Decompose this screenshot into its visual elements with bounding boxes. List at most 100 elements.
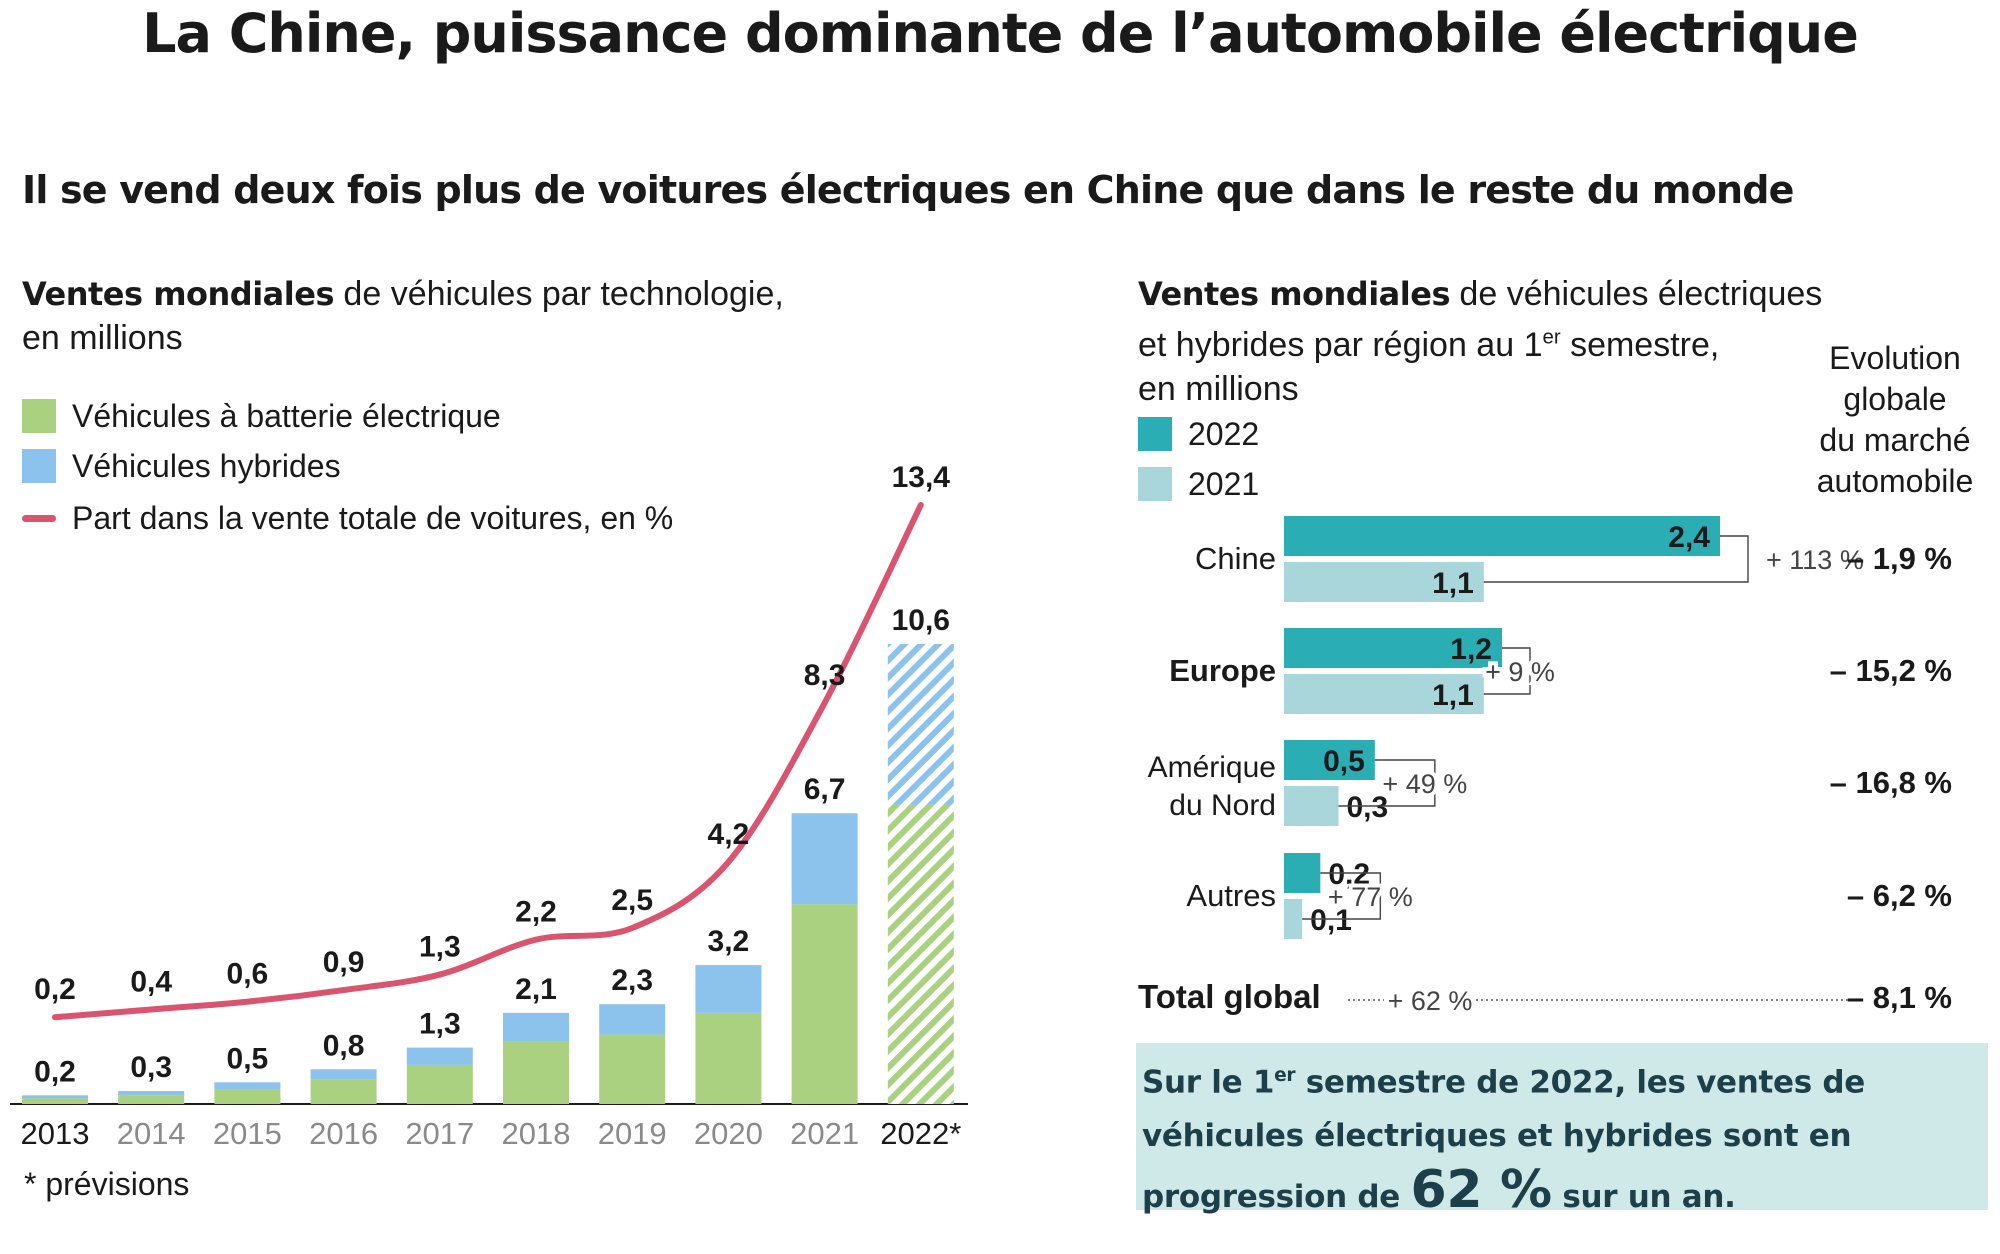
bar-2021 (1284, 674, 1484, 714)
bar-total-label: 2,1 (515, 973, 557, 1006)
legend-item-hybrid: Véhicules hybrides (22, 446, 673, 486)
market-evolution-value: – 6,2 % (1847, 878, 1952, 913)
x-tick-label: 2014 (117, 1116, 186, 1151)
x-tick-label: 2019 (598, 1116, 667, 1151)
callout-text: Sur le 1er semestre de 2022, les ventes … (1142, 1064, 1866, 1221)
market-evolution-value: – 15,2 % (1830, 653, 1952, 688)
x-tick-label: 2013 (21, 1116, 90, 1151)
bar-bev (503, 1041, 569, 1104)
footnote: * prévisions (24, 1166, 190, 1202)
total-label: Total global (1138, 978, 1321, 1015)
category-label: Europe (1169, 653, 1276, 688)
bar-total-label: 6,7 (804, 773, 846, 806)
share-point-label: 0,2 (34, 973, 76, 1006)
bar-total-label: 0,3 (130, 1051, 172, 1084)
right-chart-legend: 2022 2021 (1138, 414, 1259, 504)
left-chart-heading-rest: de véhicules par technologie, (333, 275, 784, 313)
growth-label: + 49 % (1382, 769, 1467, 799)
bar-hybrid (310, 1069, 377, 1080)
market-evolution-value: – 1,9 % (1847, 541, 1952, 576)
bar-hybrid (406, 1047, 473, 1065)
legend-item-share: Part dans la vente totale de voitures, e… (22, 498, 673, 538)
x-tick-label: 2022* (880, 1116, 961, 1151)
legend-item-bev: Véhicules à batterie électrique (22, 396, 673, 436)
bar-total-label: 0,8 (323, 1029, 365, 1062)
bar-2022-value: 2,4 (1668, 521, 1710, 554)
bar-hybrid (503, 1012, 569, 1042)
legend-label-2022: 2022 (1188, 415, 1260, 452)
x-tick-label: 2017 (405, 1116, 474, 1151)
legend-label-bev: Véhicules à batterie électrique (72, 397, 501, 434)
bar-2022 (1284, 740, 1375, 780)
category-label: Chine (1195, 541, 1276, 576)
left-chart: 0,2 2013 0,3 2014 0,5 2015 0,8 2016 1,3 2017 2,1 20… (10, 461, 968, 1151)
growth-label: + 77 % (1328, 882, 1413, 912)
x-tick-label: 2015 (213, 1116, 282, 1151)
bar-total-label: 0,5 (227, 1042, 269, 1075)
bar-total-label: 1,3 (419, 1008, 461, 1041)
bar-total-label: 10,6 (892, 604, 950, 637)
legend-item-2021: 2021 (1138, 464, 1259, 504)
legend-swatch-2022 (1138, 417, 1172, 451)
category-label: Autres (1186, 878, 1276, 913)
legend-swatch-2021 (1138, 467, 1172, 501)
bar-hybrid (791, 813, 858, 905)
callout-highlight: 62 % (1410, 1160, 1552, 1221)
right-chart-heading-bold: Ventes mondiales (1138, 275, 1450, 313)
category-label: du Nord (1169, 789, 1276, 822)
bar-hybrid (118, 1090, 185, 1096)
bar-hybrid (599, 1004, 666, 1035)
total-evolution: – 8,1 % (1847, 980, 1952, 1015)
right-chart-heading-rest: de véhicules électriques (1449, 275, 1823, 313)
legend-item-2022: 2022 (1138, 414, 1259, 454)
bar-2022 (1284, 853, 1321, 893)
legend-label-hybrid: Véhicules hybrides (72, 447, 341, 484)
bar-bev (887, 804, 954, 1104)
bar-hybrid (887, 644, 954, 805)
share-point-label: 0,4 (130, 965, 172, 998)
bar-bev (214, 1089, 281, 1104)
x-tick-label: 2018 (502, 1116, 571, 1151)
x-tick-label: 2020 (694, 1116, 763, 1151)
bar-2022 (1284, 516, 1720, 556)
growth-bracket (1483, 535, 1749, 583)
bar-bev (118, 1095, 185, 1104)
growth-bracket (1338, 759, 1436, 807)
bar-hybrid (214, 1082, 281, 1090)
legend-label-2021: 2021 (1188, 465, 1260, 502)
callout-box: Sur le 1er semestre de 2022, les ventes … (1136, 1043, 1988, 1217)
bar-hybrid (22, 1095, 88, 1099)
bar-bev (599, 1034, 666, 1104)
right-chart-heading-line2: et hybrides par région au 1er semestre, (1138, 326, 1720, 365)
market-evolution-value: – 16,8 % (1830, 765, 1952, 800)
share-point-label: 4,2 (708, 818, 750, 851)
left-chart-heading: Ventes mondiales de véhicules par techno… (22, 272, 784, 360)
growth-bracket (1483, 647, 1531, 695)
bar-2021 (1284, 786, 1339, 826)
share-point-label: 0,6 (227, 958, 269, 991)
bar-2021-value: 0,1 (1310, 904, 1352, 937)
legend-swatch-share (22, 514, 56, 522)
bar-2021-value: 1,1 (1432, 679, 1474, 712)
total-growth: + 62 % (1388, 986, 1473, 1016)
growth-label: + 113 % (1766, 545, 1864, 575)
page-title: La Chine, puissance dominante de l’autom… (142, 2, 1859, 65)
x-tick-label: 2016 (309, 1116, 378, 1151)
left-chart-heading-line2: en millions (22, 319, 183, 357)
bar-total-label: 2,3 (611, 964, 653, 997)
left-chart-legend: Véhicules à batterie électrique Véhicule… (22, 396, 673, 538)
page-subtitle: Il se vend deux fois plus de voitures él… (22, 168, 1794, 212)
bar-total-label: 3,2 (708, 925, 750, 958)
evolution-heading: Evolution globale du marché automobile (1816, 340, 1974, 499)
bar-2021-value: 1,1 (1432, 567, 1474, 600)
share-line (52, 502, 924, 1021)
bar-hybrid (695, 965, 762, 1013)
share-point-label: 8,3 (804, 659, 846, 692)
share-point-label: 2,5 (611, 884, 653, 917)
bar-bev (406, 1064, 473, 1104)
bar-2021 (1284, 562, 1484, 602)
bar-bev (310, 1079, 377, 1104)
bar-2022-value: 0,5 (1323, 745, 1365, 778)
bar-total-label: 0,2 (34, 1055, 76, 1088)
left-chart-heading-bold: Ventes mondiales (22, 275, 334, 313)
